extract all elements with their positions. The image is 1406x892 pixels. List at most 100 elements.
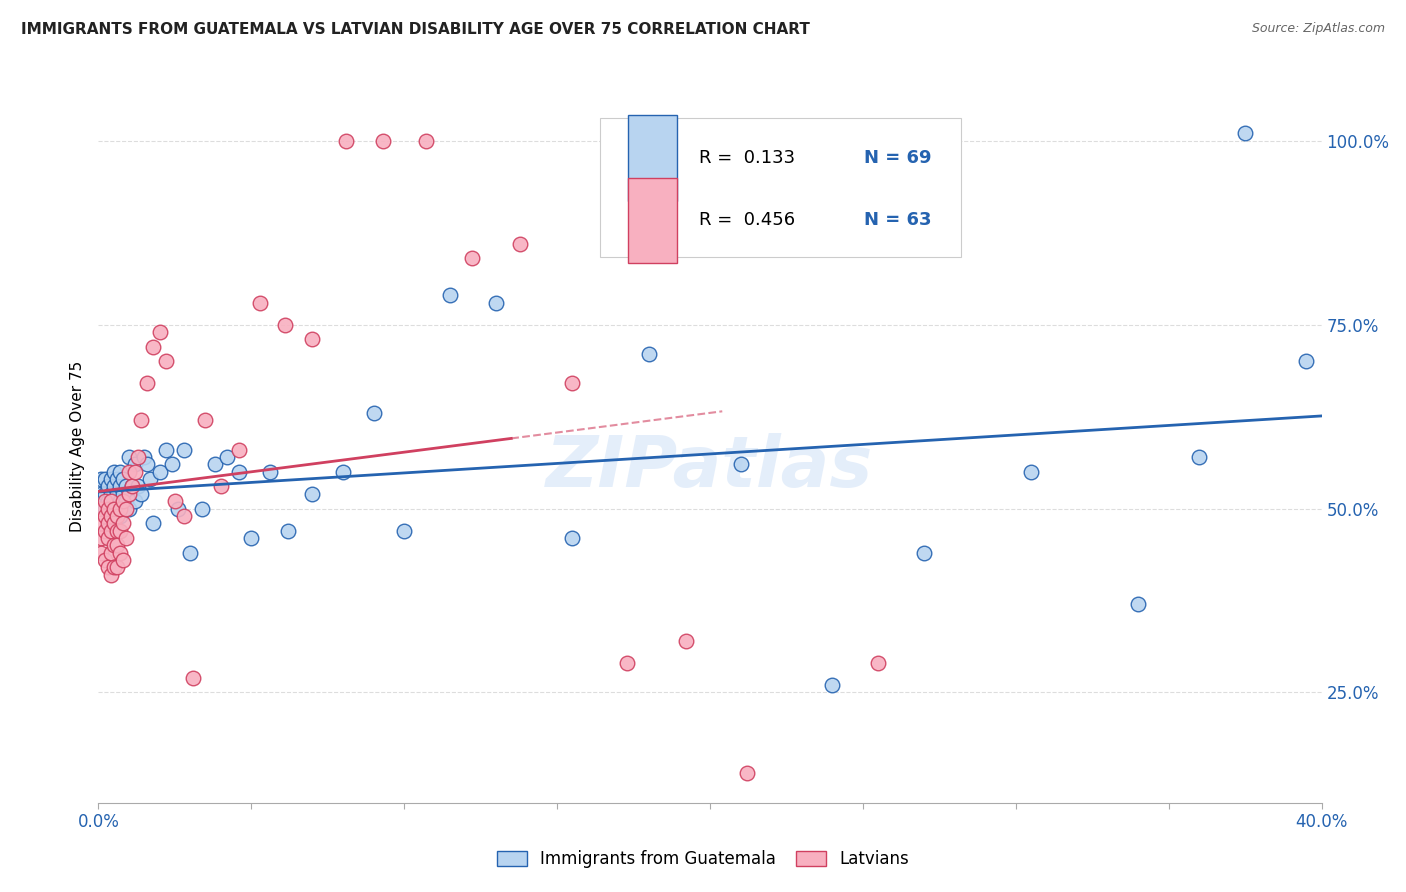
Point xyxy=(90,546,112,560)
Point xyxy=(90,501,112,516)
Point xyxy=(93,553,115,567)
Point xyxy=(561,376,583,391)
Point xyxy=(1019,465,1042,479)
Point xyxy=(105,508,128,523)
Point xyxy=(111,487,134,501)
Point xyxy=(228,465,250,479)
Point xyxy=(121,479,143,493)
FancyBboxPatch shape xyxy=(600,118,960,257)
Point xyxy=(103,516,125,531)
Y-axis label: Disability Age Over 75: Disability Age Over 75 xyxy=(70,360,86,532)
Point xyxy=(167,501,190,516)
Point xyxy=(97,516,120,531)
Point xyxy=(1295,354,1317,368)
Point xyxy=(97,479,120,493)
Point xyxy=(277,524,299,538)
Point xyxy=(155,354,177,368)
Point xyxy=(124,465,146,479)
Point xyxy=(363,406,385,420)
Point xyxy=(121,479,143,493)
Point xyxy=(335,134,357,148)
Text: ZIPatlas: ZIPatlas xyxy=(547,433,873,502)
Point xyxy=(274,318,297,332)
Point xyxy=(105,487,128,501)
Point xyxy=(97,531,120,545)
Point xyxy=(155,442,177,457)
Point xyxy=(675,634,697,648)
Point xyxy=(115,531,138,545)
Point xyxy=(1234,126,1257,140)
Point xyxy=(97,508,120,523)
Point xyxy=(127,479,149,493)
Point xyxy=(821,678,844,692)
Point xyxy=(142,516,165,531)
Point xyxy=(129,413,152,427)
Point xyxy=(485,295,508,310)
Point xyxy=(637,347,661,361)
Text: N = 69: N = 69 xyxy=(865,149,932,168)
Point xyxy=(191,501,214,516)
Point xyxy=(332,465,354,479)
Point xyxy=(179,546,201,560)
Text: N = 63: N = 63 xyxy=(865,211,932,229)
Point xyxy=(371,134,394,148)
Point xyxy=(392,524,416,538)
Point xyxy=(93,508,115,523)
Point xyxy=(93,524,115,538)
Point xyxy=(111,501,134,516)
Point xyxy=(111,494,134,508)
Point xyxy=(730,458,752,472)
Point xyxy=(194,413,217,427)
Point xyxy=(118,487,141,501)
Point xyxy=(460,252,482,266)
Point xyxy=(100,501,122,516)
Text: R =  0.456: R = 0.456 xyxy=(699,211,796,229)
Point xyxy=(142,340,165,354)
Point xyxy=(111,553,134,567)
Text: IMMIGRANTS FROM GUATEMALA VS LATVIAN DISABILITY AGE OVER 75 CORRELATION CHART: IMMIGRANTS FROM GUATEMALA VS LATVIAN DIS… xyxy=(21,22,810,37)
Point xyxy=(115,501,138,516)
Point xyxy=(103,560,125,574)
Point xyxy=(93,494,115,508)
Point xyxy=(173,442,195,457)
Point xyxy=(301,487,323,501)
Point xyxy=(97,494,120,508)
Point xyxy=(108,524,131,538)
FancyBboxPatch shape xyxy=(628,115,678,201)
Point xyxy=(105,560,128,574)
Text: Source: ZipAtlas.com: Source: ZipAtlas.com xyxy=(1251,22,1385,36)
Point xyxy=(90,487,112,501)
Point xyxy=(616,656,638,670)
Point xyxy=(103,508,125,523)
Point xyxy=(93,501,115,516)
Point xyxy=(108,501,131,516)
Point xyxy=(1188,450,1211,464)
Point xyxy=(105,524,128,538)
Point xyxy=(100,516,122,531)
Point xyxy=(111,516,134,531)
Point xyxy=(134,450,156,464)
Point xyxy=(800,134,823,148)
Point xyxy=(136,458,159,472)
Point xyxy=(118,450,141,464)
Point xyxy=(181,671,204,685)
Point xyxy=(215,450,238,464)
Point xyxy=(93,472,115,486)
Point xyxy=(439,288,461,302)
Point xyxy=(127,450,149,464)
Point xyxy=(97,560,120,574)
Point xyxy=(249,295,271,310)
Text: R =  0.133: R = 0.133 xyxy=(699,149,796,168)
Point xyxy=(129,487,152,501)
Point xyxy=(118,501,141,516)
Point xyxy=(1128,597,1150,611)
Point xyxy=(90,472,112,486)
Point xyxy=(105,501,128,516)
Point xyxy=(100,546,122,560)
Point xyxy=(108,546,131,560)
Point xyxy=(136,376,159,391)
Point xyxy=(124,494,146,508)
Point xyxy=(108,508,131,523)
Point xyxy=(173,508,195,523)
Point xyxy=(103,465,125,479)
